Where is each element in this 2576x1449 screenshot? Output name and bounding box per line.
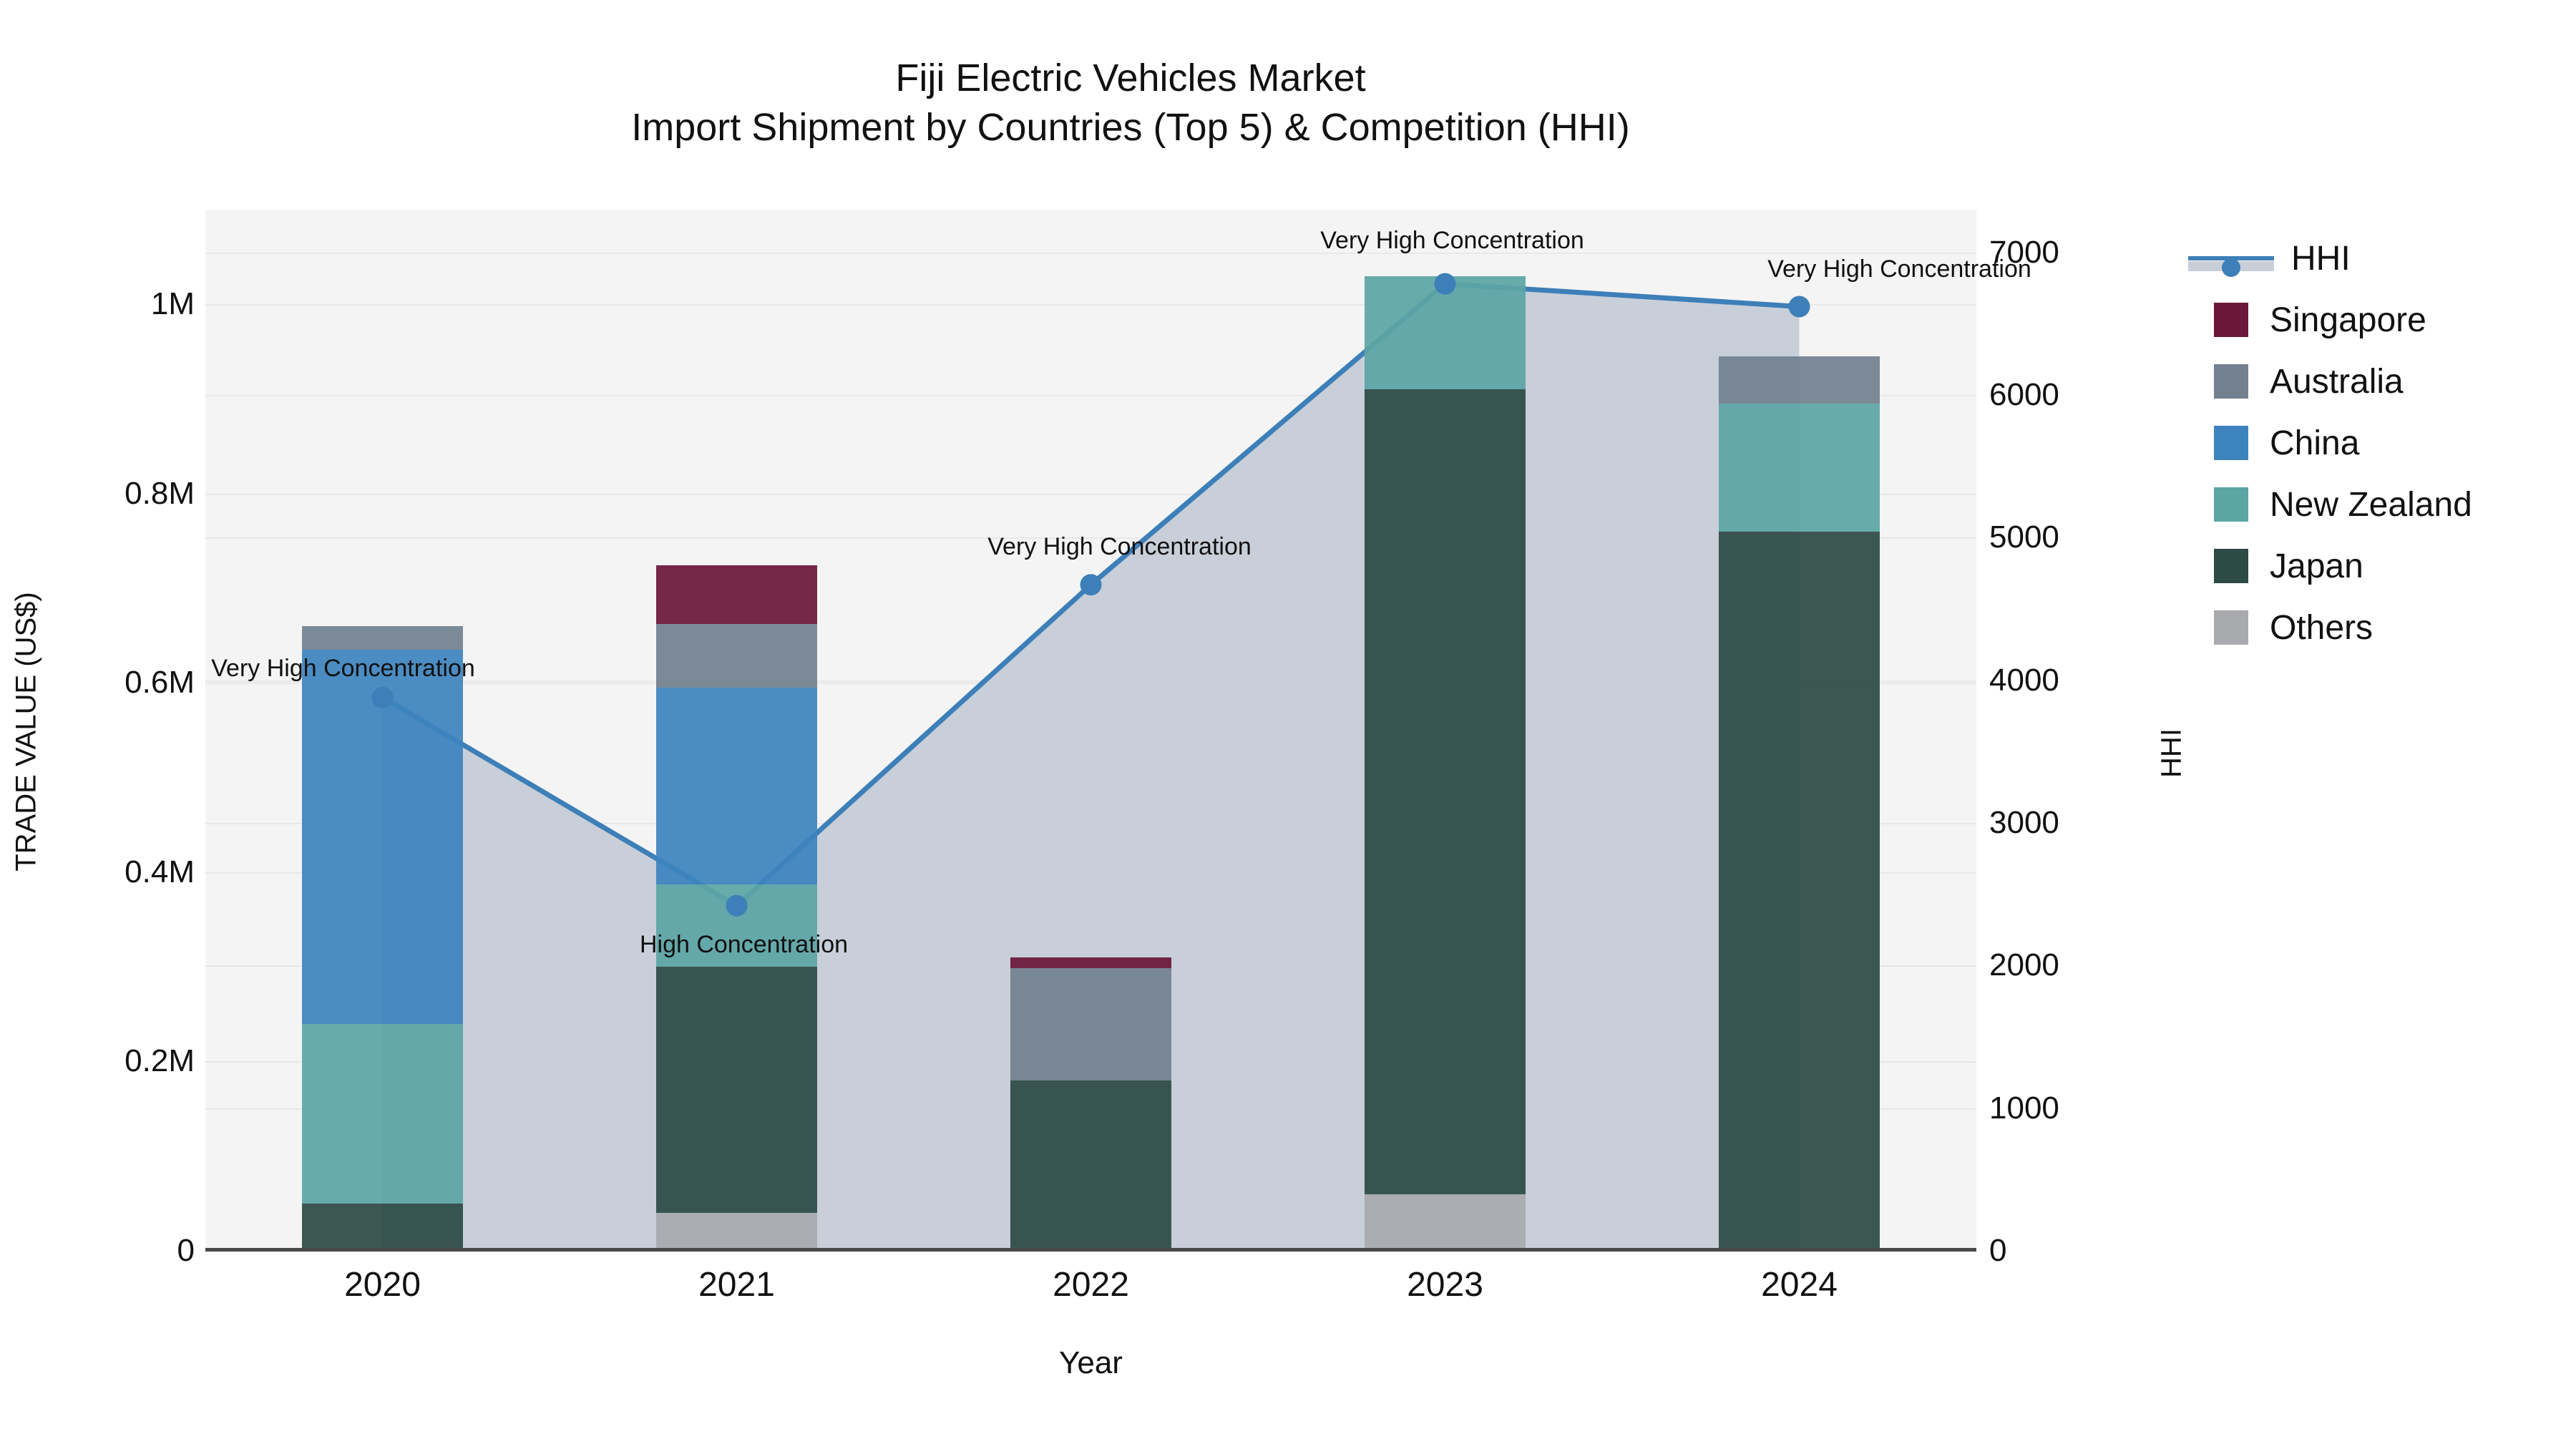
gridline <box>205 1251 1976 1252</box>
legend-item-label: Singapore <box>2270 301 2426 339</box>
bar-segment[interactable] <box>656 967 817 1214</box>
square-swatch-icon <box>2214 487 2248 522</box>
x-axis-tick-label: 2021 <box>698 1266 775 1304</box>
y-axis-left-ticks: 0 0.2M 0.4M 0.6M 0.8M 1M <box>0 0 195 1449</box>
legend-item[interactable]: New Zealand <box>2188 482 2472 527</box>
concentration-annotation: High Concentration <box>639 930 849 958</box>
gridline <box>205 252 1976 254</box>
y-axis-left-tick-label: 1M <box>150 286 195 322</box>
square-swatch-icon <box>2214 364 2248 399</box>
bar-segment[interactable] <box>1719 356 1880 404</box>
hhi-data-point[interactable] <box>726 894 748 917</box>
chart-title: Fiji Electric Vehicles Market Import Shi… <box>0 54 2261 152</box>
x-axis-label: Year <box>1059 1345 1123 1380</box>
x-axis-line <box>205 1248 1976 1252</box>
legend-item[interactable]: Singapore <box>2188 298 2472 342</box>
y-axis-left-tick-label: 0.6M <box>125 665 195 701</box>
x-axis-tick-label: 2023 <box>1407 1266 1483 1304</box>
y-axis-right-ticks: 0 1000 2000 3000 4000 5000 6000 7000 <box>1989 0 2204 1449</box>
x-axis-tick-label: 2020 <box>344 1266 421 1304</box>
bar-segment[interactable] <box>656 1213 817 1251</box>
legend-item[interactable]: Australia <box>2188 359 2472 404</box>
gridline <box>205 304 1976 306</box>
legend-item[interactable]: Japan <box>2188 544 2472 588</box>
bar-segment[interactable] <box>1010 957 1171 968</box>
hhi-data-point[interactable] <box>1080 574 1102 596</box>
bar-segment[interactable] <box>302 1023 463 1204</box>
y-axis-right-label: HHI <box>2155 728 2187 778</box>
y-axis-right-tick-label: 2000 <box>1989 947 2059 983</box>
gridline <box>205 395 1976 397</box>
hhi-data-point[interactable] <box>1788 296 1810 318</box>
legend-item-label: HHI <box>2291 239 2351 278</box>
y-axis-right-tick-label: 7000 <box>1989 234 2059 270</box>
y-axis-left-tick-label: 0 <box>177 1233 195 1268</box>
y-axis-right-tick-label: 4000 <box>1989 662 2059 698</box>
legend-item[interactable]: Others <box>2188 605 2472 650</box>
chart-legend: HHI Singapore Australia China New Zealand Jap… <box>2188 236 2472 650</box>
y-axis-left-label: TRADE VALUE (US$) <box>10 592 42 872</box>
concentration-annotation: Very High Concentration <box>211 654 475 682</box>
bar-segment[interactable] <box>1010 1080 1171 1251</box>
bar-segment[interactable] <box>302 626 463 650</box>
chart-title-line-1: Fiji Electric Vehicles Market <box>895 57 1366 99</box>
gridline <box>205 537 1976 540</box>
square-swatch-icon <box>2214 610 2248 645</box>
y-axis-left-tick-label: 0.4M <box>125 854 195 889</box>
gridline <box>205 493 1976 495</box>
bar-segment[interactable] <box>1365 1194 1526 1251</box>
y-axis-right-tick-label: 6000 <box>1989 377 2059 413</box>
y-axis-right-tick-label: 0 <box>1989 1233 2007 1268</box>
y-axis-left-tick-label: 0.8M <box>125 475 195 511</box>
square-swatch-icon <box>2214 426 2248 460</box>
hhi-data-point[interactable] <box>371 686 394 708</box>
bar-segment[interactable] <box>1365 275 1526 390</box>
bar-segment[interactable] <box>1719 404 1880 532</box>
x-axis-tick-label: 2024 <box>1761 1266 1838 1304</box>
bar-segment[interactable] <box>656 565 817 625</box>
bar-segment[interactable] <box>656 624 817 688</box>
y-axis-right-tick-label: 3000 <box>1989 805 2059 841</box>
legend-item-label: Japan <box>2270 547 2363 585</box>
concentration-annotation: Very High Concentration <box>987 533 1252 561</box>
concentration-annotation: Very High Concentration <box>1320 226 1584 254</box>
hhi-data-point[interactable] <box>1434 273 1456 295</box>
bar-segment[interactable] <box>1719 531 1880 1251</box>
hhi-markers <box>371 273 1810 917</box>
concentration-annotation: Very High Concentration <box>1767 255 2031 283</box>
bar-segment[interactable] <box>1010 967 1171 1080</box>
chart-title-line-2: Import Shipment by Countries (Top 5) & C… <box>631 106 1630 150</box>
legend-item-label: New Zealand <box>2270 485 2472 524</box>
bar-segment[interactable] <box>1365 389 1526 1194</box>
legend-item-label: Others <box>2270 608 2373 647</box>
legend-item-label: Australia <box>2270 362 2404 401</box>
legend-item-label: China <box>2270 424 2360 462</box>
square-swatch-icon <box>2214 549 2248 583</box>
line-with-dot-icon <box>2188 241 2274 277</box>
legend-item[interactable]: China <box>2188 421 2472 465</box>
bar-segment[interactable] <box>302 1203 463 1251</box>
y-axis-left-tick-label: 0.2M <box>125 1043 195 1079</box>
x-axis-tick-label: 2022 <box>1053 1266 1129 1304</box>
y-axis-right-tick-label: 5000 <box>1989 519 2059 555</box>
bar-segment[interactable] <box>302 650 463 1024</box>
legend-item[interactable]: HHI <box>2188 236 2472 280</box>
y-axis-right-tick-label: 1000 <box>1989 1090 2059 1126</box>
bar-segment[interactable] <box>656 687 817 885</box>
square-swatch-icon <box>2214 303 2248 337</box>
